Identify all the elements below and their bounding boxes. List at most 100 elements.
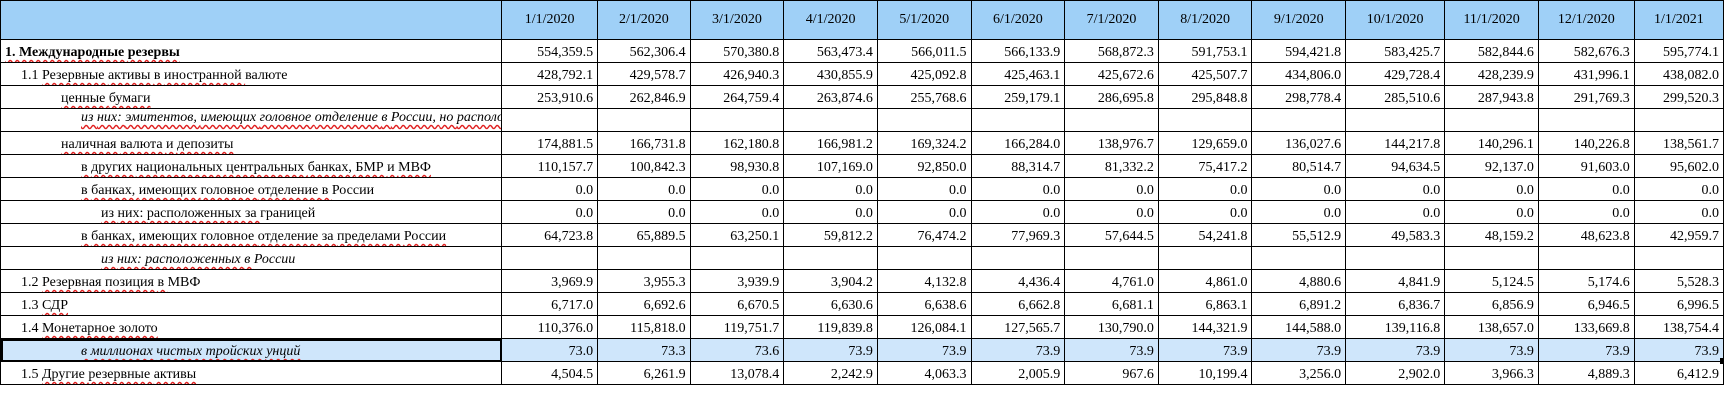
value-cell[interactable]: 566,133.9	[970, 39, 1066, 63]
value-cell[interactable]: 64,723.8	[501, 223, 599, 247]
column-header-9[interactable]: 9/1/2020	[1251, 0, 1347, 40]
value-cell[interactable]: 126,084.1	[876, 315, 972, 339]
value-cell[interactable]: 6,681.1	[1064, 292, 1159, 316]
value-cell[interactable]: 5,124.5	[1444, 269, 1539, 293]
value-cell[interactable]	[876, 108, 972, 132]
value-cell[interactable]: 100,842.3	[597, 154, 691, 178]
value-cell[interactable]	[1537, 246, 1635, 270]
value-cell[interactable]: 6,856.9	[1444, 292, 1539, 316]
row-label-cell[interactable]: 1.4 Монетарное золото	[0, 315, 503, 339]
value-cell[interactable]: 967.6	[1064, 361, 1159, 385]
value-cell[interactable]: 65,889.5	[597, 223, 691, 247]
value-cell[interactable]: 115,818.0	[597, 315, 691, 339]
value-cell[interactable]: 76,474.2	[876, 223, 972, 247]
value-cell[interactable]: 92,137.0	[1444, 154, 1539, 178]
value-cell[interactable]	[501, 108, 599, 132]
value-cell[interactable]: 73.0	[501, 338, 599, 362]
value-cell[interactable]	[1444, 108, 1539, 132]
value-cell[interactable]: 0.0	[1345, 177, 1446, 201]
value-cell[interactable]: 0.0	[597, 177, 691, 201]
value-cell[interactable]: 0.0	[970, 200, 1066, 224]
value-cell[interactable]: 92,850.0	[876, 154, 972, 178]
value-cell[interactable]: 0.0	[1064, 200, 1159, 224]
value-cell[interactable]: 57,644.5	[1064, 223, 1159, 247]
value-cell[interactable]: 48,623.8	[1537, 223, 1635, 247]
value-cell[interactable]: 73.9	[1444, 338, 1539, 362]
value-cell[interactable]: 49,583.3	[1345, 223, 1446, 247]
value-cell[interactable]: 562,306.4	[597, 39, 691, 63]
value-cell[interactable]: 63,250.1	[689, 223, 785, 247]
value-cell[interactable]	[970, 246, 1066, 270]
value-cell[interactable]: 73.6	[689, 338, 785, 362]
value-cell[interactable]	[1064, 246, 1159, 270]
value-cell[interactable]: 0.0	[1444, 177, 1539, 201]
value-cell[interactable]: 0.0	[1537, 200, 1635, 224]
value-cell[interactable]: 428,239.9	[1444, 62, 1539, 86]
value-cell[interactable]: 0.0	[1251, 177, 1347, 201]
value-cell[interactable]	[1633, 246, 1724, 270]
value-cell[interactable]: 139,116.8	[1345, 315, 1446, 339]
value-cell[interactable]: 80,514.7	[1251, 154, 1347, 178]
value-cell[interactable]	[1633, 108, 1724, 132]
value-cell[interactable]: 0.0	[1444, 200, 1539, 224]
value-cell[interactable]: 75,417.2	[1157, 154, 1253, 178]
value-cell[interactable]: 0.0	[970, 177, 1066, 201]
value-cell[interactable]: 428,792.1	[501, 62, 599, 86]
value-cell[interactable]: 3,256.0	[1251, 361, 1347, 385]
value-cell[interactable]	[1345, 108, 1446, 132]
fill-handle[interactable]	[1719, 357, 1724, 364]
value-cell[interactable]: 6,261.9	[597, 361, 691, 385]
value-cell[interactable]: 425,672.6	[1064, 62, 1159, 86]
value-cell[interactable]	[1251, 246, 1347, 270]
value-cell[interactable]: 73.9	[1345, 338, 1446, 362]
value-cell[interactable]: 0.0	[1251, 200, 1347, 224]
value-cell[interactable]: 285,510.6	[1345, 85, 1446, 109]
value-cell[interactable]: 98,930.8	[689, 154, 785, 178]
value-cell[interactable]: 73.9	[1064, 338, 1159, 362]
column-header-13[interactable]: 1/1/2021	[1633, 0, 1724, 40]
column-header-12[interactable]: 12/1/2020	[1537, 0, 1635, 40]
column-header-11[interactable]: 11/1/2020	[1444, 0, 1539, 40]
value-cell[interactable]: 73.9	[783, 338, 878, 362]
value-cell[interactable]: 594,421.8	[1251, 39, 1347, 63]
value-cell[interactable]: 138,561.7	[1633, 131, 1724, 155]
value-cell[interactable]: 438,082.0	[1633, 62, 1724, 86]
value-cell[interactable]: 144,321.9	[1157, 315, 1253, 339]
value-cell[interactable]: 4,861.0	[1157, 269, 1253, 293]
value-cell[interactable]: 286,695.8	[1064, 85, 1159, 109]
row-label-cell[interactable]: из них: расположенных в России	[0, 246, 503, 270]
value-cell[interactable]	[1064, 108, 1159, 132]
value-cell[interactable]	[970, 108, 1066, 132]
value-cell[interactable]: 263,874.6	[783, 85, 878, 109]
column-header-8[interactable]: 8/1/2020	[1157, 0, 1253, 40]
value-cell[interactable]: 3,955.3	[597, 269, 691, 293]
value-cell[interactable]: 6,412.9	[1633, 361, 1724, 385]
value-cell[interactable]: 136,027.6	[1251, 131, 1347, 155]
value-cell[interactable]	[501, 246, 599, 270]
row-label-cell[interactable]: 1. Международные резервы	[0, 39, 503, 63]
value-cell[interactable]: 3,969.9	[501, 269, 599, 293]
value-cell[interactable]: 591,753.1	[1157, 39, 1253, 63]
value-cell[interactable]: 4,761.0	[1064, 269, 1159, 293]
value-cell[interactable]: 2,005.9	[970, 361, 1066, 385]
value-cell[interactable]: 133,669.8	[1537, 315, 1635, 339]
value-cell[interactable]: 162,180.8	[689, 131, 785, 155]
value-cell[interactable]: 6,638.6	[876, 292, 972, 316]
row-label-cell[interactable]: в банках, имеющих головное отделение в Р…	[0, 177, 503, 201]
value-cell[interactable]: 295,848.8	[1157, 85, 1253, 109]
value-cell[interactable]: 4,880.6	[1251, 269, 1347, 293]
row-label-cell[interactable]: из них: расположенных за границей	[0, 200, 503, 224]
value-cell[interactable]: 426,940.3	[689, 62, 785, 86]
value-cell[interactable]: 10,199.4	[1157, 361, 1253, 385]
value-cell[interactable]	[1345, 246, 1446, 270]
row-label-cell[interactable]: в банках, имеющих головное отделение за …	[0, 223, 503, 247]
value-cell[interactable]: 554,359.5	[501, 39, 599, 63]
value-cell[interactable]: 88,314.7	[970, 154, 1066, 178]
value-cell[interactable]: 431,996.1	[1537, 62, 1635, 86]
value-cell[interactable]: 255,768.6	[876, 85, 972, 109]
value-cell[interactable]: 425,507.7	[1157, 62, 1253, 86]
row-label-cell[interactable]: 1.2 Резервная позиция в МВФ	[0, 269, 503, 293]
value-cell[interactable]: 91,603.0	[1537, 154, 1635, 178]
value-cell[interactable]	[597, 108, 691, 132]
value-cell[interactable]: 119,751.7	[689, 315, 785, 339]
